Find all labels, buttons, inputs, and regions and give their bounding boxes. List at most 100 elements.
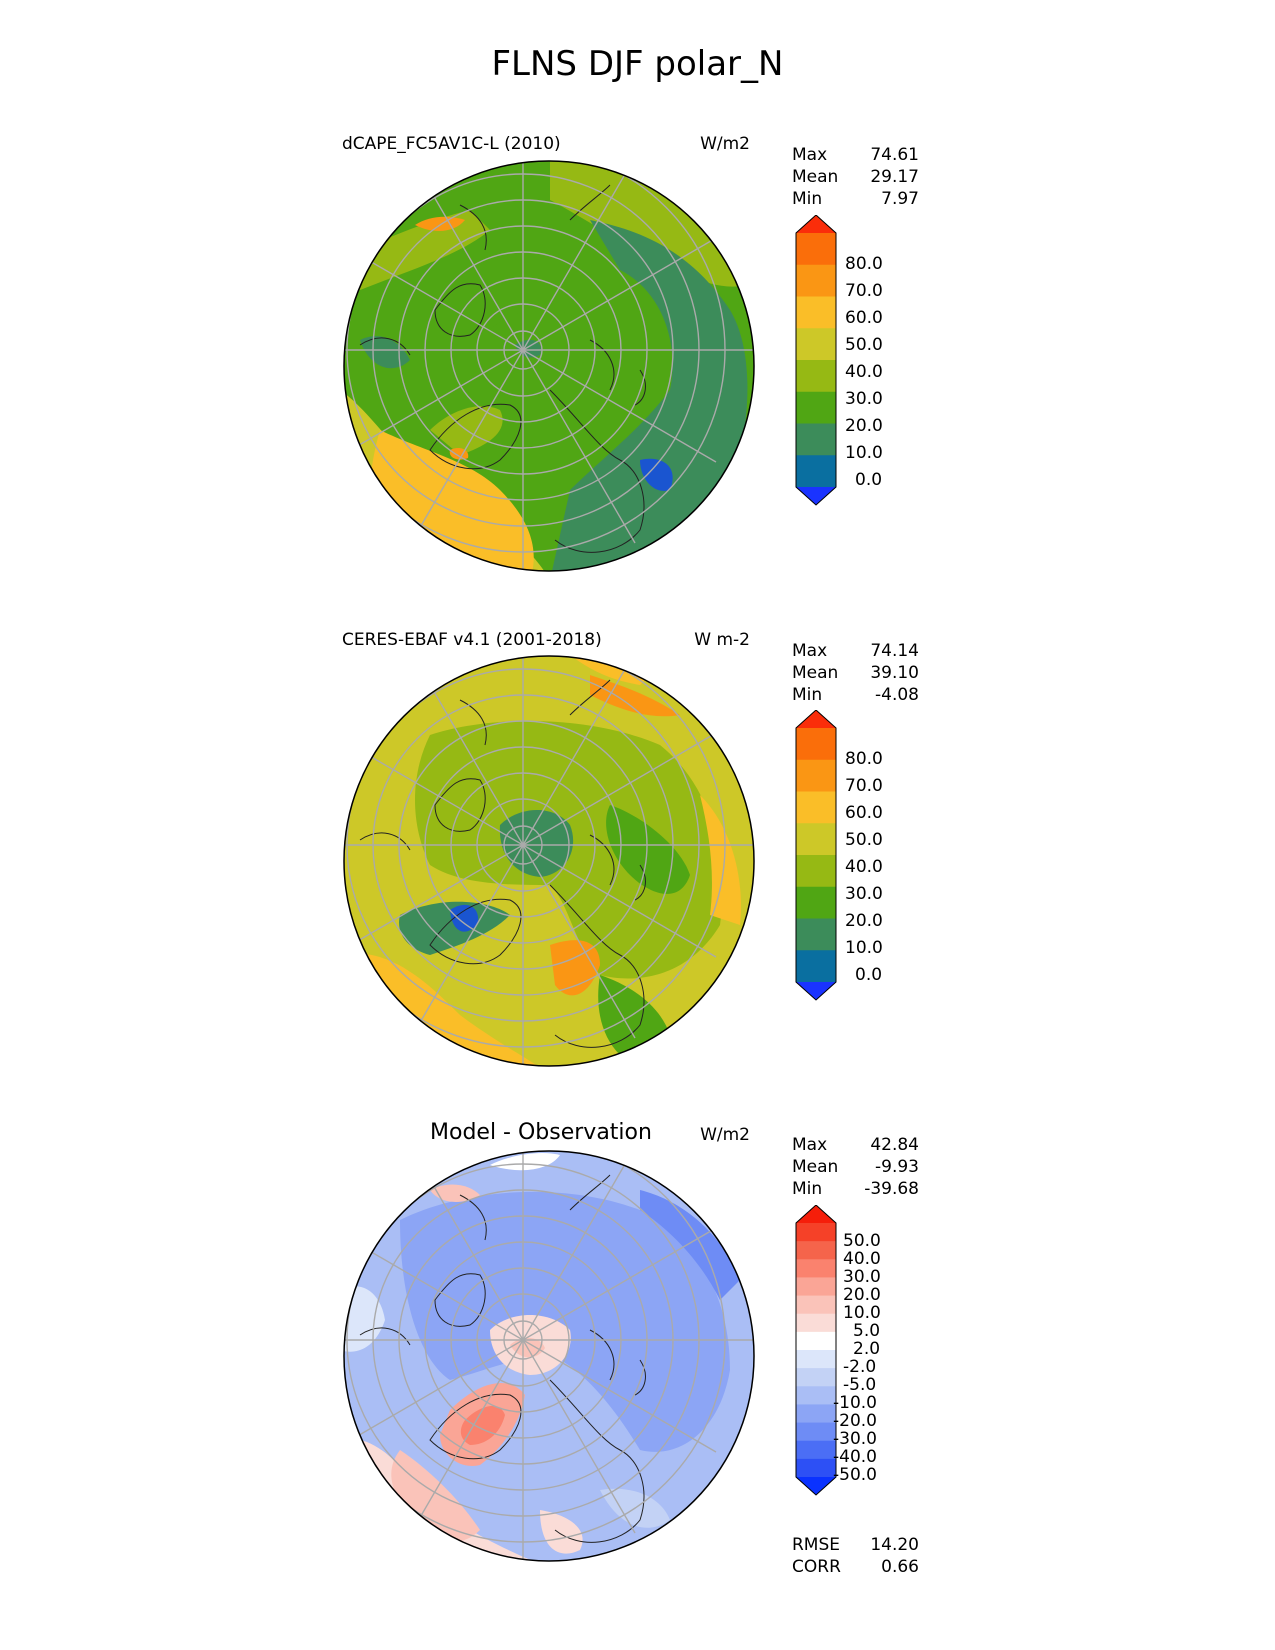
panel-3-polar-map xyxy=(343,1150,755,1562)
colorbar-segment xyxy=(796,728,836,761)
colorbar-segment xyxy=(796,360,836,393)
colorbar-segment xyxy=(796,1458,836,1478)
panel-3-cb-label: 2.0 xyxy=(853,1339,881,1359)
panel-3-stats: Max 42.84 Mean -9.93 Min -39.68 xyxy=(792,1134,919,1200)
stat-label: Max xyxy=(792,641,828,661)
colorbar-segment xyxy=(796,391,836,424)
panel-3-cb-label: 20.0 xyxy=(843,1285,881,1305)
metric-label: CORR xyxy=(792,1557,841,1577)
panel-2-map-boundary xyxy=(343,655,755,1067)
panel-3-metrics: RMSE 14.20 CORR 0.66 xyxy=(792,1534,919,1578)
metric-row-corr: CORR 0.66 xyxy=(792,1556,919,1578)
colorbar-outline xyxy=(795,710,837,1001)
panel-2-colorbar xyxy=(795,710,837,1001)
colorbar-segment xyxy=(796,264,836,297)
panel-1-cb-label: 40.0 xyxy=(845,362,883,382)
panel-2-polar-map xyxy=(343,655,755,1067)
panel-2-graticule xyxy=(344,656,754,1066)
stat-row-min: Min 7.97 xyxy=(792,188,919,210)
colorbar-extend-min xyxy=(796,487,836,505)
stat-label: Mean xyxy=(792,663,839,683)
stat-label: Max xyxy=(792,145,828,165)
colorbar-outline xyxy=(795,215,837,506)
colorbar-extend-min xyxy=(796,982,836,1000)
stat-label: Mean xyxy=(792,167,839,187)
panel-2-cb-label: 20.0 xyxy=(845,911,883,931)
panel-2-stats: Max 74.14 Mean 39.10 Min -4.08 xyxy=(792,640,919,706)
panel-2-colorbar-segments xyxy=(795,710,837,1001)
colorbar-segment xyxy=(796,1277,836,1297)
panel-3-units: W/m2 xyxy=(700,1125,750,1145)
colorbar-segment xyxy=(796,1422,836,1442)
stat-value: -39.68 xyxy=(864,1179,919,1199)
colorbar-segment xyxy=(796,1331,836,1351)
panel-1-cb-label: 50.0 xyxy=(845,335,883,355)
panel-1-graticule xyxy=(344,161,754,571)
panel-3-title: Model - Observation xyxy=(430,1120,652,1145)
stat-row-mean: Mean 29.17 xyxy=(792,166,919,188)
stat-label: Mean xyxy=(792,1157,839,1177)
stat-row-max: Max 74.61 xyxy=(792,144,919,166)
panel-1-cb-label: 60.0 xyxy=(845,308,883,328)
colorbar-segment xyxy=(796,1386,836,1405)
colorbar-segment xyxy=(796,1404,836,1424)
colorbar-segment xyxy=(796,1223,836,1242)
colorbar-segment xyxy=(796,791,836,824)
stat-value: -9.93 xyxy=(875,1157,919,1177)
panel-3-cb-label: -5.0 xyxy=(843,1375,877,1395)
panel-1-title: dCAPE_FC5AV1C-L (2010) xyxy=(342,134,561,154)
colorbar-segment xyxy=(796,296,836,329)
panel-2-cb-label: 80.0 xyxy=(845,749,883,769)
panel-1-colorbar-segments xyxy=(795,215,837,506)
panel-1-colorbar xyxy=(795,215,837,506)
colorbar-segment xyxy=(796,1259,836,1278)
figure-title: FLNS DJF polar_N xyxy=(491,44,784,84)
panel-1-stats: Max 74.61 Mean 29.17 Min 7.97 xyxy=(792,144,919,210)
colorbar-segment xyxy=(796,1350,836,1369)
stat-row-max: Max 74.14 xyxy=(792,640,919,662)
panel-3-graticule xyxy=(344,1151,754,1561)
stat-value: -4.08 xyxy=(875,685,919,705)
colorbar-segment xyxy=(796,950,836,983)
panel-3-cb-label: -50.0 xyxy=(833,1465,877,1485)
stat-value: 74.61 xyxy=(870,145,919,165)
colorbar-extend-min xyxy=(796,1477,836,1495)
stat-value: 42.84 xyxy=(870,1135,919,1155)
colorbar-extend-max xyxy=(796,710,836,728)
colorbar-segment xyxy=(796,918,836,951)
panel-2-units: W m-2 xyxy=(694,630,750,650)
stat-row-min: Min -4.08 xyxy=(792,684,919,706)
panel-2-cb-label: 60.0 xyxy=(845,803,883,823)
colorbar-segment xyxy=(796,1440,836,1460)
panel-3-cb-label: 40.0 xyxy=(843,1249,881,1269)
panel-2-cb-label: 0.0 xyxy=(855,965,883,985)
stat-row-min: Min -39.68 xyxy=(792,1178,919,1200)
colorbar-segment xyxy=(796,823,836,856)
panel-1-polar-map xyxy=(343,160,755,572)
stat-label: Min xyxy=(792,1179,823,1199)
panel-1-cb-label: 80.0 xyxy=(845,254,883,274)
metric-value: 0.66 xyxy=(881,1557,919,1577)
panel-3-cb-label: -20.0 xyxy=(833,1411,877,1431)
panel-1-cb-label: 70.0 xyxy=(845,281,883,301)
panel-2-cb-label: 40.0 xyxy=(845,857,883,877)
panel-2-cb-label: 50.0 xyxy=(845,830,883,850)
metric-value: 14.20 xyxy=(870,1535,919,1555)
stat-label: Min xyxy=(792,685,823,705)
panel-3-map-boundary xyxy=(343,1150,755,1562)
stat-row-mean: Mean 39.10 xyxy=(792,662,919,684)
colorbar-segment xyxy=(796,1295,836,1315)
panel-3-cb-label: -2.0 xyxy=(843,1357,877,1377)
panel-3-coastlines xyxy=(359,1174,646,1543)
panel-1-cb-label: 10.0 xyxy=(845,443,883,463)
colorbar-segment xyxy=(796,423,836,456)
panel-3-cb-label: -40.0 xyxy=(833,1447,877,1467)
panel-2-title: CERES-EBAF v4.1 (2001-2018) xyxy=(342,630,602,650)
panel-1-cb-label: 0.0 xyxy=(855,470,883,490)
stat-row-mean: Mean -9.93 xyxy=(792,1156,919,1178)
panel-3-cb-label: -30.0 xyxy=(833,1429,877,1449)
panel-3-cb-label: 30.0 xyxy=(843,1267,881,1287)
panel-1-cb-label: 30.0 xyxy=(845,389,883,409)
colorbar-segment xyxy=(796,855,836,888)
panel-3-cb-label: 5.0 xyxy=(853,1321,881,1341)
